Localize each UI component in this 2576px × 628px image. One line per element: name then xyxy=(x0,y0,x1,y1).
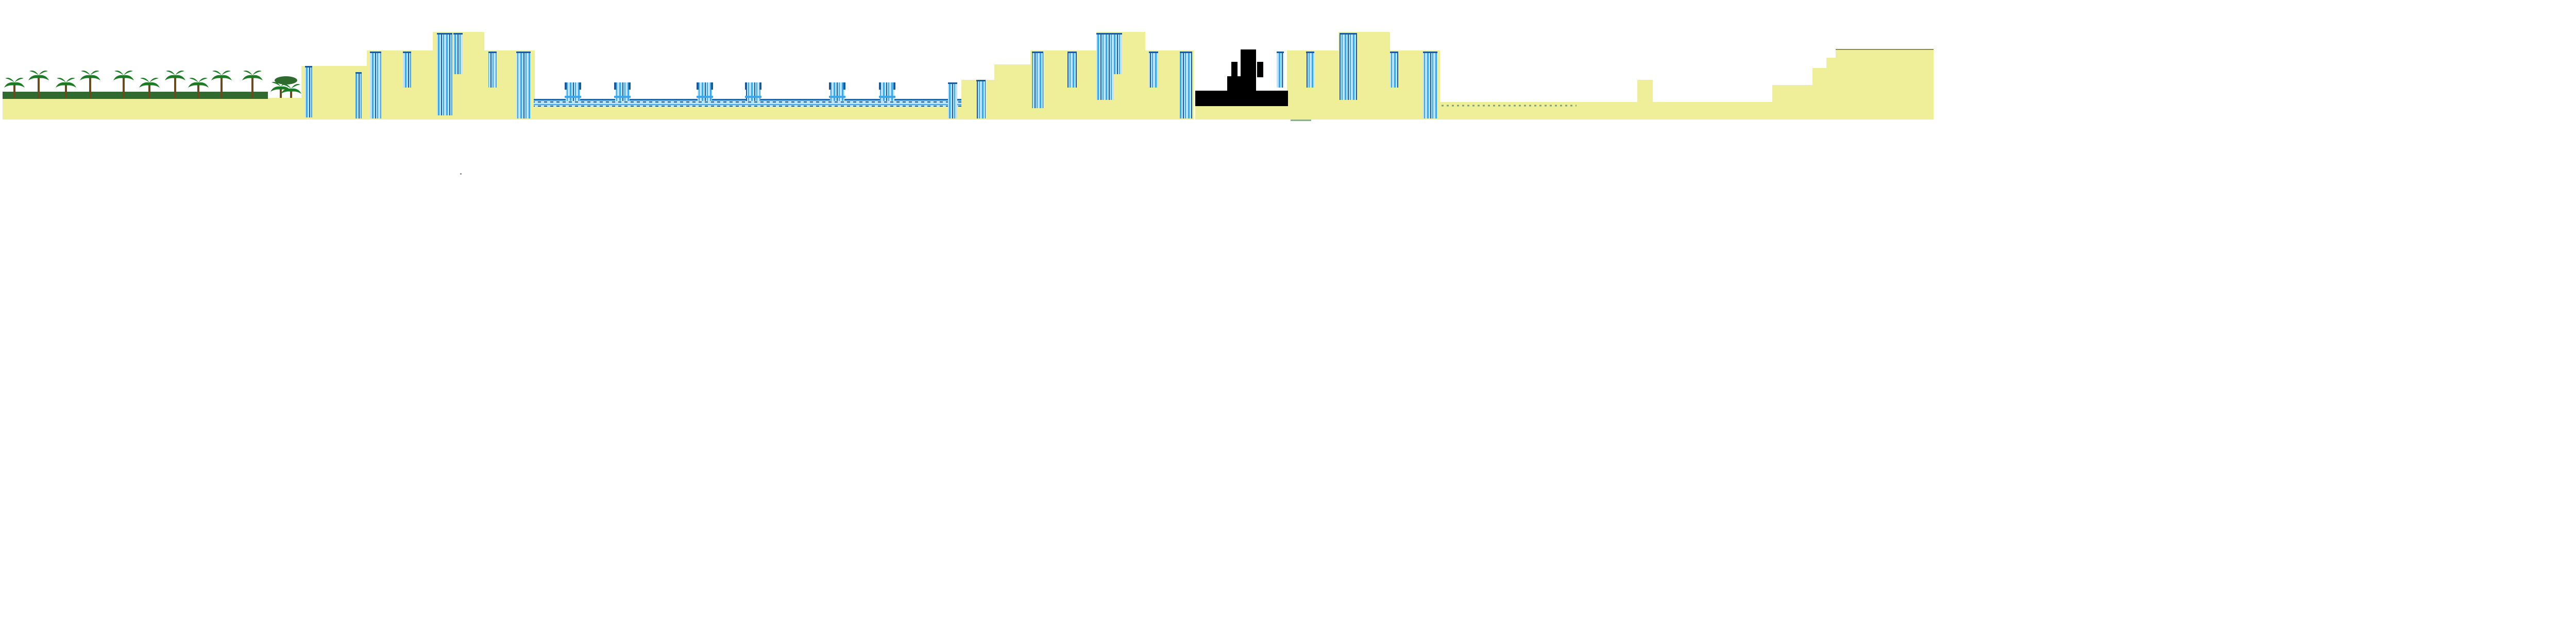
waterfall-icon xyxy=(1306,52,1314,88)
waterfall-group xyxy=(305,33,1437,118)
palm-tree-icon xyxy=(56,78,76,98)
fountain-icon xyxy=(614,82,631,101)
palm-tree-icon xyxy=(188,78,209,98)
grass-tuft xyxy=(1291,120,1311,121)
waterfall-icon xyxy=(437,33,452,115)
stray-mark xyxy=(460,173,462,175)
waterfall-icon xyxy=(976,80,986,118)
fountain-row xyxy=(565,82,895,101)
palm-tree-icon xyxy=(4,78,25,98)
palm-tree-icon xyxy=(113,71,134,98)
waterfall-icon xyxy=(1180,52,1192,118)
waterfall-icon xyxy=(948,82,957,118)
grass-hedge xyxy=(3,92,268,99)
palm-oasis xyxy=(3,71,301,99)
palm-tree-icon xyxy=(281,84,301,98)
waterfall-icon xyxy=(1340,33,1357,100)
waterfall-icon xyxy=(1390,52,1398,88)
fountain-icon xyxy=(829,82,845,101)
waterfall-icon xyxy=(1032,52,1043,108)
sand-terrain xyxy=(3,32,1934,120)
waterfall-icon xyxy=(1423,52,1437,118)
waterfall-icon xyxy=(1149,52,1158,88)
fountain-icon xyxy=(745,82,761,101)
fountain-icon xyxy=(879,82,895,101)
palm-tree-icon xyxy=(242,71,263,98)
waterfall-icon xyxy=(305,66,312,117)
palm-tree-icon xyxy=(28,71,49,98)
black-temple xyxy=(1195,49,1288,106)
waterfall-icon xyxy=(1277,52,1284,88)
waterfall-icon xyxy=(1067,52,1077,88)
fountain-icon xyxy=(697,82,713,101)
waterfall-icon xyxy=(488,52,497,88)
waterfall-icon xyxy=(370,52,381,118)
waterfall-icon xyxy=(403,52,411,88)
bush-icon xyxy=(275,76,297,84)
waterfall-icon xyxy=(1114,33,1122,74)
waterfall-icon xyxy=(355,72,362,118)
palm-tree-icon xyxy=(80,71,100,98)
waterfall-icon xyxy=(453,33,463,74)
palm-tree-icon xyxy=(165,71,185,98)
waterfall-icon xyxy=(1096,33,1114,100)
palm-tree-icon xyxy=(139,78,160,98)
palm-tree-icon xyxy=(211,71,232,98)
waterfall-icon xyxy=(516,52,531,118)
fountain-icon xyxy=(565,82,581,101)
